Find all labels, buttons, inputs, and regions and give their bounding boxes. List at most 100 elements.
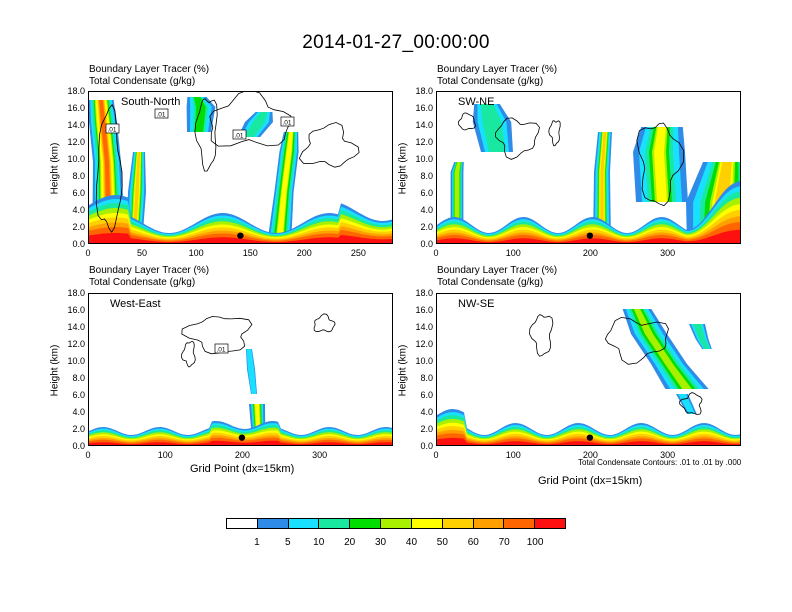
color-bar-label: 50 — [436, 537, 448, 548]
panel1-ground-band-8 — [89, 233, 392, 243]
panel1-contour-label-0: .01 — [105, 123, 120, 134]
panel4-title-line2: Total Condensate (g/kg) — [437, 277, 544, 288]
contour-note: Total Condensate Contours: .01 to .01 by… — [578, 458, 742, 467]
panel2-title: Boundary Layer Tracer (%) Total Condensa… — [437, 64, 557, 88]
panel2-y-tick-label: 12.0 — [415, 137, 433, 147]
panel4-x-axis-title: Grid Point (dx=15km) — [538, 475, 643, 487]
color-bar-label: 100 — [526, 537, 544, 548]
panel1-y-tick-label: 6.0 — [72, 188, 85, 198]
panel1-contour-2 — [194, 98, 218, 172]
panel1-contour-3 — [95, 104, 123, 233]
svg-text:.01: .01 — [216, 347, 225, 354]
panel3-y-tick-label: 0.0 — [72, 441, 85, 451]
panel1-contour-1 — [298, 122, 360, 168]
panel-sw-ne — [436, 91, 741, 244]
panel1-x-tick-label: 250 — [350, 248, 366, 258]
panel3-y-tick-label: 14.0 — [67, 322, 85, 332]
color-bar-label: 30 — [374, 537, 387, 548]
panel4-label: NW-SE — [458, 298, 495, 310]
panel2-y-tick-label: 0.0 — [420, 239, 433, 249]
panel-nw-se — [436, 293, 741, 446]
panel3-y-tick-label: 4.0 — [72, 407, 85, 417]
panel4-y-tick-label: 18.0 — [415, 288, 433, 298]
panel1-x-tick-label: 150 — [242, 248, 258, 258]
panel2-x-tick-label: 0 — [433, 248, 439, 258]
figure-title: 2014-01-27_00:00:00 — [302, 32, 490, 53]
panel3-plume-a-layer-1 — [246, 349, 257, 394]
panel3-y-tick-label: 2.0 — [72, 424, 85, 434]
color-bar-swatch — [442, 519, 474, 528]
panel1-x-tick-label: 100 — [188, 248, 204, 258]
color-bar-swatch — [411, 519, 443, 528]
panel1-y-tick-label: 10.0 — [67, 154, 85, 164]
panel4-x-tick-label: 100 — [505, 450, 521, 460]
panel4-x-tick-label: 200 — [582, 450, 598, 460]
color-bar-label: 70 — [498, 537, 510, 548]
color-bar-label: 20 — [344, 537, 356, 548]
svg-text:.01: .01 — [107, 127, 116, 134]
color-bar-swatch — [350, 519, 382, 528]
panel3-y-tick-label: 12.0 — [67, 339, 85, 349]
panel4-contour-1 — [604, 316, 669, 365]
panel4-y-tick-label: 6.0 — [420, 390, 433, 400]
panel4-y-axis-title: Height (km) — [397, 344, 409, 397]
panel4-x-tick-label: 300 — [660, 450, 676, 460]
panel2-y-tick-label: 8.0 — [420, 171, 433, 181]
panel2-contour-1 — [457, 112, 476, 131]
panel2-y-axis-title: Height (km) — [397, 142, 409, 195]
panel2-contour-2 — [548, 120, 561, 147]
panel2-y-tick-label: 16.0 — [415, 103, 433, 113]
color-bar-swatch — [227, 519, 258, 528]
panel2-contour-3 — [636, 122, 685, 207]
color-bar-swatch — [535, 519, 565, 528]
svg-text:.01: .01 — [234, 133, 243, 140]
panel3-field: .01 — [89, 313, 392, 445]
panel4-y-tick-label: 12.0 — [415, 339, 433, 349]
panel3-contour-2 — [181, 340, 196, 368]
panel2-y-tick-label: 18.0 — [415, 86, 433, 96]
panel3-ground-band-8 — [89, 440, 392, 445]
panel2-contour-0 — [495, 117, 540, 160]
panel1-y-tick-label: 12.0 — [67, 137, 85, 147]
panel4-title-line1: Boundary Layer Tracer (%) — [437, 265, 558, 276]
color-bar-label: 10 — [313, 537, 325, 548]
panel4-y-tick-label: 10.0 — [415, 356, 433, 366]
panel4-plume-b-layer-2 — [693, 324, 710, 349]
panel2-label: SW-NE — [458, 96, 495, 108]
panel4-y-tick-label: 14.0 — [415, 322, 433, 332]
panel1-contour-label-2: .01 — [232, 129, 247, 140]
panel3-y-tick-label: 8.0 — [72, 373, 85, 383]
panel2-title-line2: Total Condensate (g/kg) — [437, 76, 544, 87]
color-bar-swatch — [381, 519, 412, 528]
color-bar-label: 1 — [254, 537, 260, 548]
panel1-plume-e-layer-2 — [244, 112, 268, 137]
panel4-title: Boundary Layer Tracer (%) Total Condensa… — [437, 265, 557, 289]
panel1-y-tick-label: 4.0 — [72, 205, 85, 215]
panel1-field: .01 .01 .01 .01 — [89, 92, 392, 243]
panel2-ground-band-7 — [437, 222, 740, 243]
panel4-y-tick-label: 4.0 — [420, 407, 433, 417]
panel-west-east: .01 — [88, 293, 393, 446]
color-bar-swatch — [288, 519, 320, 528]
panel3-title-line2: Total Condensate (g/kg) — [89, 277, 196, 288]
panel4-y-tick-label: 16.0 — [415, 305, 433, 315]
panel1-x-tick-label: 0 — [85, 248, 91, 258]
panel1-y-axis-title: Height (km) — [49, 142, 61, 195]
panel3-label: West-East — [110, 298, 161, 310]
panel1-contour-label-3: .01 — [280, 116, 295, 127]
color-bar-label: 60 — [467, 537, 479, 548]
panel2-location-marker — [586, 232, 594, 239]
panel4-y-tick-label: 8.0 — [420, 373, 433, 383]
panel1-y-tick-label: 14.0 — [67, 120, 85, 130]
panel-south-north: .01 .01 .01 .01 — [88, 91, 393, 244]
panel3-title-line1: Boundary Layer Tracer (%) — [89, 265, 210, 276]
panel1-y-tick-label: 2.0 — [72, 222, 85, 232]
panel2-plume-d-layer-5 — [654, 127, 667, 202]
panel3-x-tick-label: 200 — [234, 450, 250, 460]
panel2-field — [437, 104, 740, 243]
panel3-contour-0 — [181, 316, 253, 355]
panel4-location-marker — [586, 434, 594, 441]
panel3-x-tick-label: 300 — [312, 450, 328, 460]
panel1-title-line2: Total Condensate (g/kg) — [89, 76, 196, 87]
panel1-contour-0 — [209, 92, 292, 147]
